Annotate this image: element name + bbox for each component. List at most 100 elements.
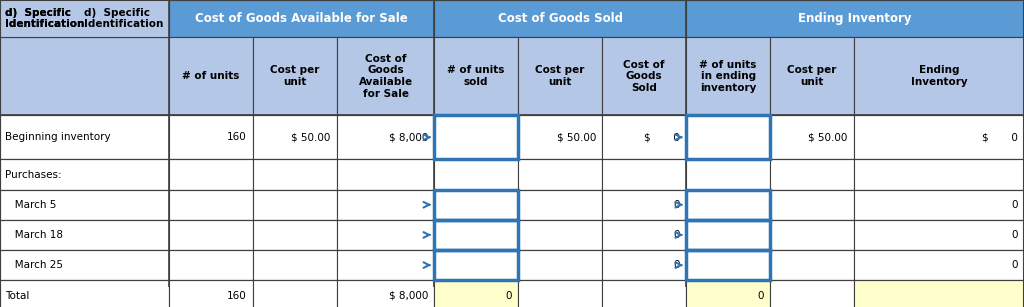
Bar xyxy=(337,190,434,220)
Bar xyxy=(518,220,602,250)
Bar xyxy=(770,190,854,220)
Text: March 25: March 25 xyxy=(5,260,63,270)
Bar xyxy=(518,160,602,190)
Bar xyxy=(434,220,518,250)
Bar xyxy=(337,280,434,307)
Bar xyxy=(253,190,337,220)
Bar xyxy=(434,190,518,220)
Bar xyxy=(0,220,169,250)
Bar xyxy=(0,37,169,115)
Bar xyxy=(253,37,337,115)
Text: $ 8,000: $ 8,000 xyxy=(389,132,428,142)
Bar xyxy=(602,250,686,280)
Text: Cost of Goods Available for Sale: Cost of Goods Available for Sale xyxy=(196,12,408,25)
Bar xyxy=(434,250,518,280)
Bar xyxy=(602,37,686,115)
Bar xyxy=(602,220,686,250)
Bar xyxy=(434,115,518,160)
Text: Ending
Inventory: Ending Inventory xyxy=(910,65,968,87)
Text: $ 50.00: $ 50.00 xyxy=(292,132,331,142)
Text: $ 50.00: $ 50.00 xyxy=(557,132,596,142)
Text: # of units
in ending
inventory: # of units in ending inventory xyxy=(699,60,757,93)
Text: Beginning inventory: Beginning inventory xyxy=(5,132,111,142)
Bar xyxy=(602,160,686,190)
Bar xyxy=(854,250,1024,280)
Text: Cost of Goods Sold: Cost of Goods Sold xyxy=(498,12,623,25)
Bar xyxy=(0,280,169,307)
Bar xyxy=(434,220,518,250)
Bar xyxy=(253,280,337,307)
Bar xyxy=(434,160,518,190)
Bar xyxy=(854,160,1024,190)
Text: 0: 0 xyxy=(674,200,680,210)
Bar xyxy=(686,160,770,190)
Bar xyxy=(0,0,169,37)
Text: Cost per
unit: Cost per unit xyxy=(787,65,837,87)
Bar xyxy=(253,115,337,160)
Bar xyxy=(337,115,434,160)
Text: Cost per
unit: Cost per unit xyxy=(270,65,319,87)
Bar xyxy=(169,115,253,160)
Text: March 18: March 18 xyxy=(5,230,63,240)
Bar xyxy=(686,220,770,250)
Bar xyxy=(337,220,434,250)
Text: d)  Specific
Identification: d) Specific Identification xyxy=(5,8,85,29)
Bar xyxy=(337,160,434,190)
Bar xyxy=(169,280,253,307)
Bar xyxy=(0,0,169,37)
Text: 0: 0 xyxy=(1012,260,1018,270)
Bar xyxy=(518,115,602,160)
Text: 0: 0 xyxy=(758,291,764,301)
Text: $       0: $ 0 xyxy=(644,132,680,142)
Bar xyxy=(518,37,602,115)
Bar xyxy=(854,115,1024,160)
Bar xyxy=(686,0,1024,37)
Bar xyxy=(518,280,602,307)
Bar xyxy=(169,0,434,37)
Bar xyxy=(253,220,337,250)
Text: Cost of
Goods
Available
for Sale: Cost of Goods Available for Sale xyxy=(358,54,413,99)
Bar xyxy=(434,250,518,280)
Bar xyxy=(434,0,686,37)
Text: 0: 0 xyxy=(506,291,512,301)
Bar xyxy=(337,37,434,115)
Bar xyxy=(169,160,253,190)
Bar xyxy=(253,160,337,190)
Bar xyxy=(0,115,169,160)
Bar xyxy=(169,37,253,115)
Bar xyxy=(686,190,770,220)
Bar xyxy=(686,280,770,307)
Text: March 5: March 5 xyxy=(5,200,56,210)
Bar xyxy=(518,190,602,220)
Bar xyxy=(518,250,602,280)
Bar xyxy=(602,115,686,160)
Bar xyxy=(434,115,518,160)
Bar xyxy=(686,250,770,280)
Text: $ 50.00: $ 50.00 xyxy=(809,132,848,142)
Bar xyxy=(770,37,854,115)
Bar xyxy=(0,160,169,190)
Bar xyxy=(169,190,253,220)
Bar xyxy=(686,250,770,280)
Text: Cost per
unit: Cost per unit xyxy=(536,65,585,87)
Text: 160: 160 xyxy=(227,291,247,301)
Bar xyxy=(686,115,770,160)
Text: # of units
sold: # of units sold xyxy=(447,65,505,87)
Text: Total: Total xyxy=(5,291,30,301)
Bar xyxy=(770,220,854,250)
Bar xyxy=(602,280,686,307)
Bar xyxy=(0,190,169,220)
Bar xyxy=(169,220,253,250)
Bar xyxy=(0,0,1024,115)
Bar xyxy=(854,280,1024,307)
Bar xyxy=(686,220,770,250)
Text: d)  Specific
Identification: d) Specific Identification xyxy=(84,8,164,29)
Bar xyxy=(686,115,770,160)
Text: 0: 0 xyxy=(1012,200,1018,210)
Text: Purchases:: Purchases: xyxy=(5,169,61,180)
Bar xyxy=(434,37,518,115)
Bar xyxy=(854,37,1024,115)
Bar xyxy=(686,190,770,220)
Bar xyxy=(253,250,337,280)
Bar xyxy=(770,115,854,160)
